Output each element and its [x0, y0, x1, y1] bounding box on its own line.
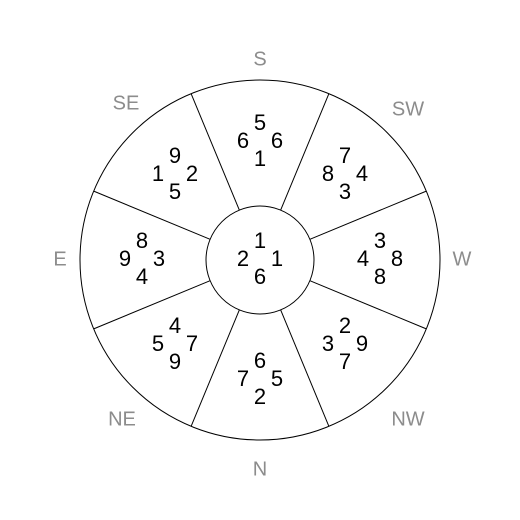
- sector-divider: [94, 191, 210, 239]
- flying-star-chart: SSWWNWNNEESE1216566178433488239767524579…: [0, 0, 520, 520]
- num-center-left: 2: [237, 246, 249, 271]
- num-w-bottom: 8: [374, 264, 386, 289]
- sector-divider: [94, 281, 210, 329]
- num-n-bottom: 2: [254, 384, 266, 409]
- num-se-left: 1: [152, 161, 164, 186]
- num-s-top: 5: [254, 110, 266, 135]
- direction-label-se: SE: [113, 92, 140, 114]
- direction-label-s: S: [253, 48, 266, 70]
- num-sw-right: 4: [356, 161, 368, 186]
- num-s-left: 6: [237, 128, 249, 153]
- num-ne-right: 7: [186, 331, 198, 356]
- direction-label-w: W: [453, 248, 472, 270]
- sector-divider: [281, 310, 329, 426]
- sector-divider: [310, 281, 426, 329]
- sector-divider: [310, 191, 426, 239]
- direction-label-sw: SW: [392, 98, 424, 120]
- num-nw-top: 2: [339, 313, 351, 338]
- num-sw-top: 7: [339, 143, 351, 168]
- num-se-top: 9: [169, 143, 181, 168]
- sector-divider: [191, 94, 239, 210]
- num-w-left: 4: [357, 246, 369, 271]
- num-center-right: 1: [271, 246, 283, 271]
- num-ne-top: 4: [169, 313, 181, 338]
- num-sw-left: 8: [322, 161, 334, 186]
- direction-label-n: N: [253, 458, 267, 480]
- num-w-right: 8: [391, 246, 403, 271]
- num-e-right: 3: [153, 246, 165, 271]
- num-se-right: 2: [186, 161, 198, 186]
- num-n-top: 6: [254, 348, 266, 373]
- num-e-bottom: 4: [136, 264, 148, 289]
- num-center-top: 1: [254, 228, 266, 253]
- num-e-left: 9: [119, 246, 131, 271]
- num-nw-bottom: 7: [339, 349, 351, 374]
- inner-circle: [206, 206, 314, 314]
- num-n-left: 7: [237, 366, 249, 391]
- num-nw-left: 3: [322, 331, 334, 356]
- sector-divider: [281, 94, 329, 210]
- num-e-top: 8: [136, 228, 148, 253]
- num-n-right: 5: [271, 366, 283, 391]
- num-s-bottom: 1: [254, 146, 266, 171]
- num-ne-left: 5: [152, 331, 164, 356]
- num-nw-right: 9: [356, 331, 368, 356]
- num-ne-bottom: 9: [169, 349, 181, 374]
- num-center-bottom: 6: [254, 264, 266, 289]
- direction-label-nw: NW: [391, 408, 424, 430]
- direction-label-ne: NE: [108, 408, 136, 430]
- num-sw-bottom: 3: [339, 179, 351, 204]
- num-s-right: 6: [271, 128, 283, 153]
- direction-label-e: E: [53, 248, 66, 270]
- sector-divider: [191, 310, 239, 426]
- num-w-top: 3: [374, 228, 386, 253]
- num-se-bottom: 5: [169, 179, 181, 204]
